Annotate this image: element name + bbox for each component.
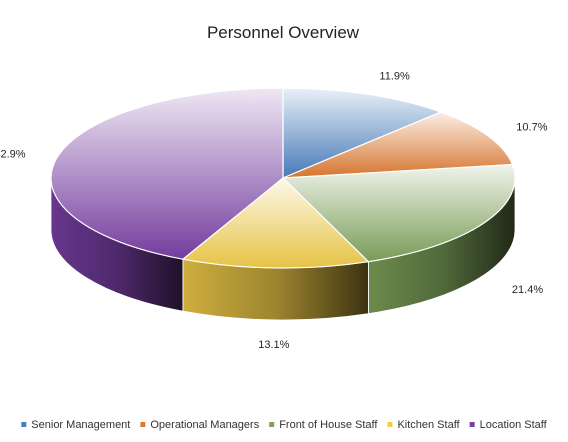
legend-item-senior-management: Senior Management xyxy=(21,419,130,431)
legend-swatch xyxy=(269,422,275,427)
legend-label: Front of House Staff xyxy=(279,419,378,431)
kitchen-staff-slice xyxy=(181,177,370,269)
legend-label: Operational Managers xyxy=(150,419,259,431)
legend-swatch xyxy=(387,422,393,427)
legend-item-front-of-house-staff: Front of House Staff xyxy=(269,419,378,431)
location-staff-slice xyxy=(50,87,284,260)
senior-management-slice xyxy=(282,87,443,179)
legend-label: Kitchen Staff xyxy=(397,419,460,431)
data-labels: 11.9% 10.7% 21.4% 13.1% 42.9% xyxy=(0,71,548,351)
legend-label: Location Staff xyxy=(480,419,548,431)
chart-title: Personnel Overview xyxy=(207,23,360,42)
location-staff-data-label: 42.9% xyxy=(0,149,26,161)
kitchen-staff-data-label: 13.1% xyxy=(258,339,289,351)
front-of-house-staff-slice xyxy=(281,163,516,263)
operational-managers-slice xyxy=(282,111,514,179)
legend-swatch xyxy=(21,422,27,427)
senior-management-data-label: 11.9% xyxy=(379,71,410,83)
front-of-house-staff-data-label: 21.4% xyxy=(512,284,543,296)
legend-item-operational-managers: Operational Managers xyxy=(140,419,260,431)
legend-item-kitchen-staff: Kitchen Staff xyxy=(387,419,461,431)
operational-managers-data-label: 10.7% xyxy=(516,122,547,134)
legend-swatch xyxy=(469,422,475,427)
pie-slices xyxy=(50,87,516,269)
legend-swatch xyxy=(140,422,146,427)
legend-item-location-staff: Location Staff xyxy=(469,419,548,431)
legend-label: Senior Management xyxy=(31,419,130,431)
legend: Senior Management Operational Managers Fro… xyxy=(21,419,548,431)
